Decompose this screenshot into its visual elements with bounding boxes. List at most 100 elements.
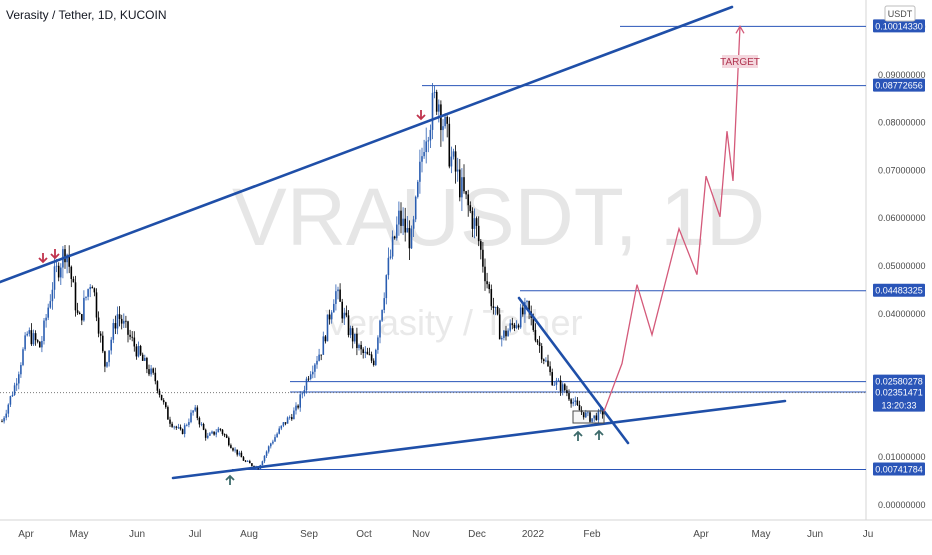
candle-body	[394, 237, 396, 239]
candle-body	[110, 340, 112, 351]
x-tick-label: 2022	[522, 529, 545, 540]
candle-body	[33, 333, 35, 344]
candle-body	[428, 140, 430, 141]
candle-body	[346, 313, 348, 316]
candle-body	[190, 413, 192, 422]
candle-body	[503, 331, 505, 338]
candle-body	[474, 218, 476, 229]
candle-body	[127, 321, 129, 335]
candle-body	[371, 354, 373, 360]
candle-body	[375, 350, 377, 365]
y-tick-label: 0.06000000	[878, 213, 926, 223]
candle-body	[295, 406, 297, 411]
candle-body	[71, 267, 73, 279]
candle-body	[480, 241, 482, 250]
candle-body	[10, 396, 12, 404]
candle-body	[43, 321, 45, 341]
candle-body	[138, 346, 140, 356]
up-arrow-icon	[226, 476, 234, 485]
candle-body	[352, 328, 354, 341]
candle-body	[165, 402, 167, 407]
up-arrow-icon	[574, 432, 582, 441]
candle-body	[377, 337, 379, 349]
candle-body	[411, 229, 413, 249]
candle-body	[209, 433, 211, 435]
candle-body	[358, 345, 360, 348]
candle-body	[201, 424, 203, 425]
candle-body	[243, 457, 245, 461]
price-badges: 0.10014330 0.08772656 0.04483325 0.02580278…	[873, 19, 925, 475]
candle-body	[417, 182, 419, 197]
candle-body	[392, 237, 394, 257]
candle-body	[94, 288, 96, 292]
candle-body	[92, 287, 94, 288]
candle-body	[302, 393, 304, 394]
candle-body	[222, 430, 224, 434]
candle-body	[541, 346, 543, 359]
candle-body	[512, 323, 514, 325]
candle-body	[152, 369, 154, 373]
y-tick-label: 0.07000000	[878, 165, 926, 175]
candle-body	[362, 349, 364, 353]
time-axis: Apr May Jun Jul Aug Sep Oct Nov Dec 2022 Feb Apr May…	[18, 529, 873, 540]
y-tick-label: 0.00000000	[878, 500, 926, 510]
candle-body	[314, 365, 316, 372]
candle-body	[306, 379, 308, 390]
x-tick-label: Sep	[300, 529, 318, 540]
candle-body	[577, 400, 579, 405]
candle-body	[293, 411, 295, 420]
candle-body	[549, 366, 551, 372]
candle-body	[556, 381, 558, 385]
candle-body	[169, 420, 171, 424]
candle-body	[310, 374, 312, 379]
candle-body	[381, 310, 383, 321]
candle-body	[75, 282, 77, 310]
candle-body	[507, 331, 509, 337]
candle-body	[26, 334, 28, 336]
candle-body	[434, 92, 436, 93]
candle-body	[22, 349, 24, 365]
candle-body	[35, 333, 37, 340]
candle-body	[327, 315, 329, 342]
candle-body	[188, 422, 190, 425]
candle-body	[83, 298, 85, 321]
candle-body	[600, 410, 602, 411]
candle-body	[558, 380, 560, 381]
candle-body	[568, 393, 570, 399]
candle-body	[102, 336, 104, 352]
candle-body	[98, 318, 100, 334]
candle-body	[297, 406, 299, 408]
candle-body	[16, 383, 18, 385]
candle-body	[423, 152, 425, 156]
candle-body	[436, 92, 438, 112]
consolidation-box[interactable]	[573, 411, 604, 423]
candle-body	[554, 385, 556, 386]
candle-body	[64, 249, 66, 262]
candle-body	[161, 395, 163, 400]
candle-body	[268, 446, 270, 451]
candle-body	[205, 430, 207, 438]
candle-body	[31, 330, 33, 344]
candle-body	[176, 427, 178, 428]
candle-body	[262, 461, 264, 465]
candle-body	[232, 448, 234, 450]
candle-body	[329, 315, 331, 320]
trendline[interactable]	[173, 401, 785, 478]
candle-body	[251, 463, 253, 466]
x-tick-label: Dec	[468, 529, 486, 540]
candle-body	[264, 456, 266, 461]
candle-body	[415, 197, 417, 219]
candle-body	[337, 290, 339, 292]
candle-body	[8, 405, 10, 414]
candle-body	[522, 308, 524, 315]
candle-body	[318, 355, 320, 361]
candle-body	[24, 335, 26, 349]
candle-body	[50, 301, 52, 307]
candle-body	[96, 292, 98, 317]
candle-body	[182, 429, 184, 434]
x-tick-label: Jun	[807, 529, 823, 540]
candle-body	[106, 362, 108, 366]
candle-body	[56, 266, 58, 267]
candle-body	[388, 258, 390, 275]
candle-body	[54, 266, 56, 289]
